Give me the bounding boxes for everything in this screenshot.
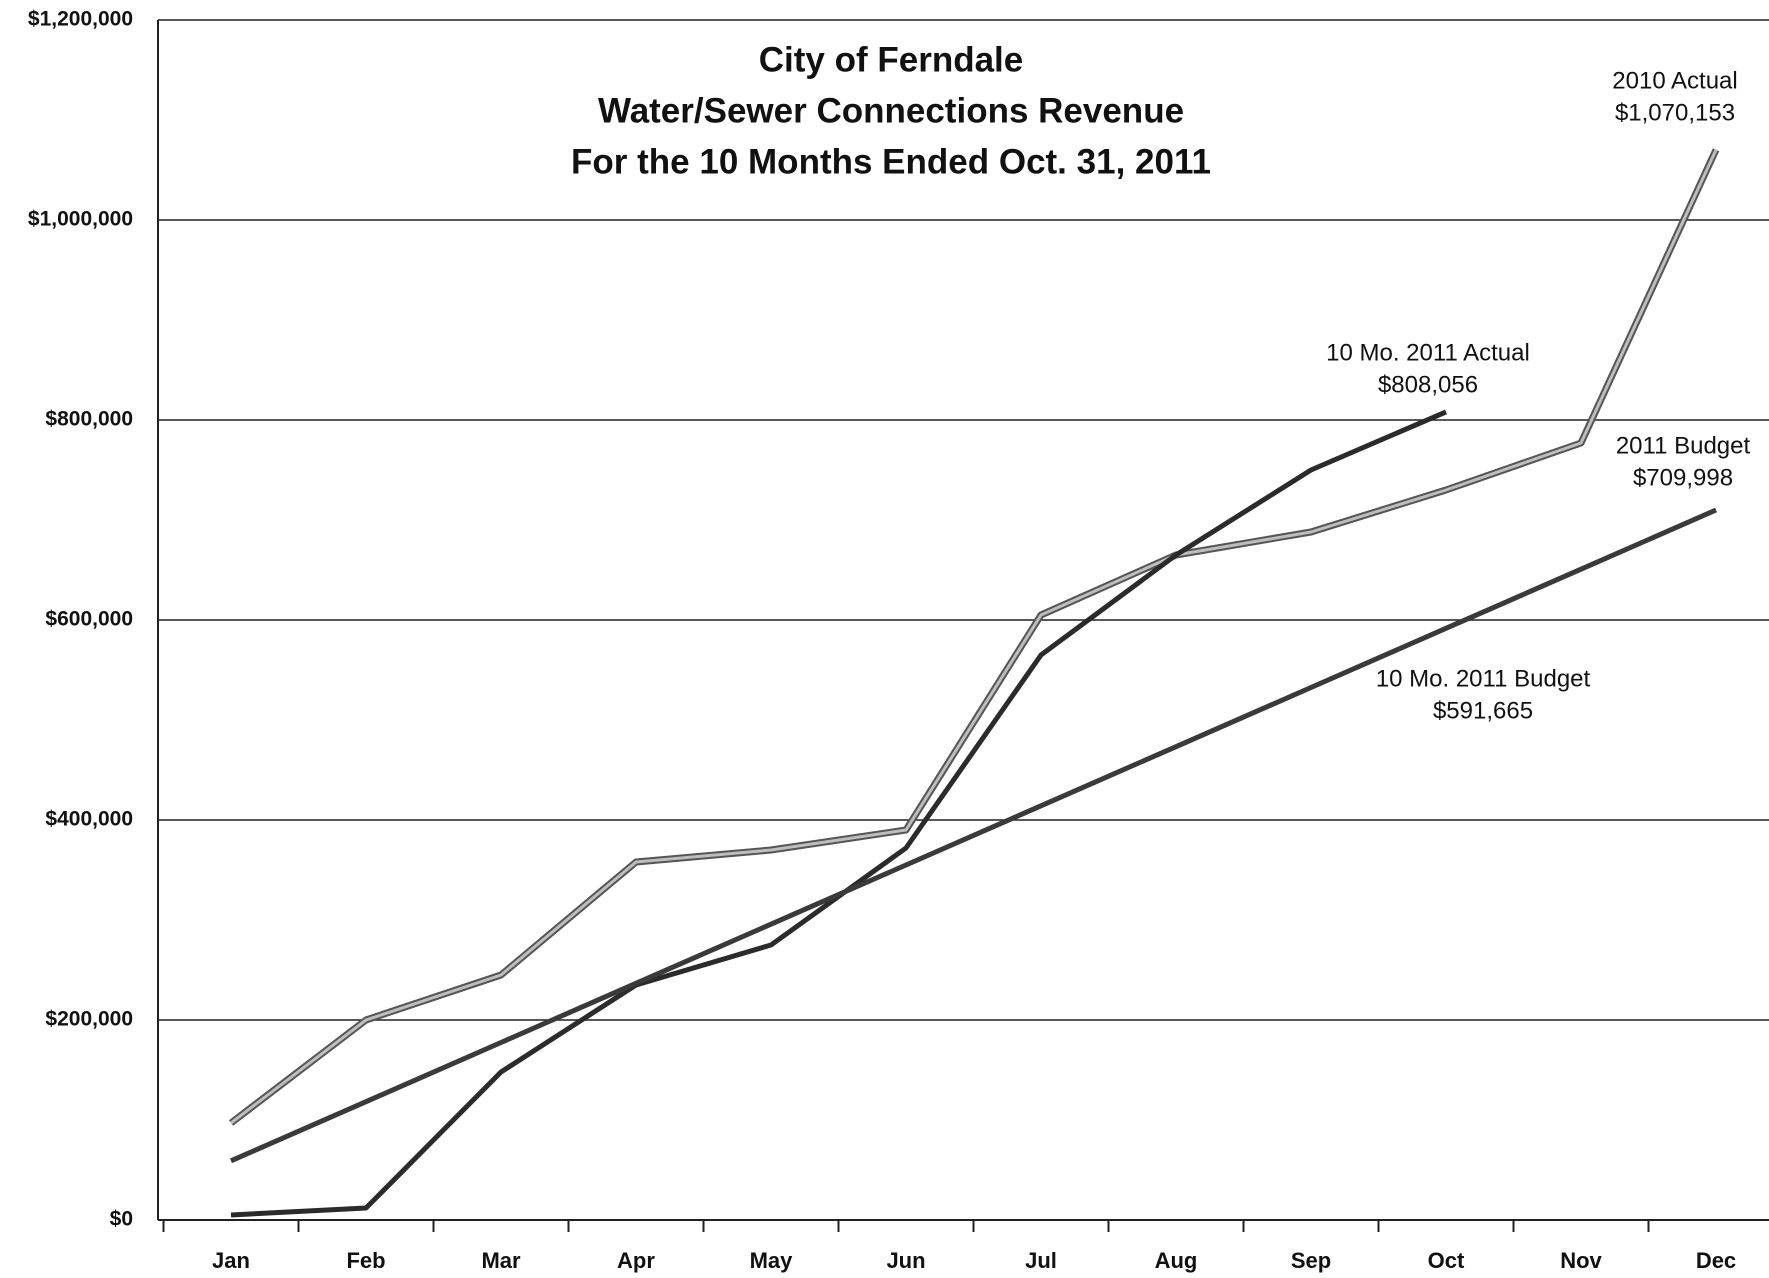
annotation-value: $591,665 [1433,697,1533,724]
x-tick-label: Nov [1560,1248,1602,1273]
y-tick-label: $1,000,000 [28,208,133,231]
series-end-label: $709,998 [1633,464,1733,491]
chart-title: Water/Sewer Connections Revenue [598,91,1184,130]
series-label: 10 Mo. 2011 Actual [1326,339,1530,366]
y-tick-label: $400,000 [45,808,133,831]
chart-title: City of Ferndale [759,40,1023,79]
x-tick-label: Mar [481,1248,521,1273]
series-end-label: $808,056 [1378,371,1478,398]
annotation: 10 Mo. 2011 Budget [1376,665,1591,692]
x-tick-label: Jul [1025,1248,1057,1273]
series-line [230,149,1718,1125]
series-end-label: $1,070,153 [1615,99,1735,126]
x-tick-label: Jun [886,1248,925,1273]
series-line [230,409,1447,1218]
x-tick-label: Feb [346,1248,385,1273]
series-label: 2011 Budget [1616,432,1751,459]
x-tick-label: Sep [1291,1248,1331,1273]
x-tick-label: Dec [1696,1248,1736,1273]
x-tick-label: Oct [1428,1248,1465,1273]
y-tick-label: $200,000 [45,1008,133,1031]
x-tick-label: Aug [1155,1248,1198,1273]
series-line-outline [228,148,1720,1126]
y-tick-label: $600,000 [45,608,133,631]
x-tick-label: Apr [617,1248,655,1273]
series-label: 2010 Actual [1612,67,1737,94]
x-tick-label: May [750,1248,794,1273]
chart-title: For the 10 Months Ended Oct. 31, 2011 [571,142,1211,181]
series-line [229,507,1718,1164]
y-tick-label: $0 [110,1208,133,1231]
y-tick-label: $800,000 [45,408,133,431]
y-tick-label: $1,200,000 [28,8,133,31]
x-tick-label: Jan [212,1248,250,1273]
